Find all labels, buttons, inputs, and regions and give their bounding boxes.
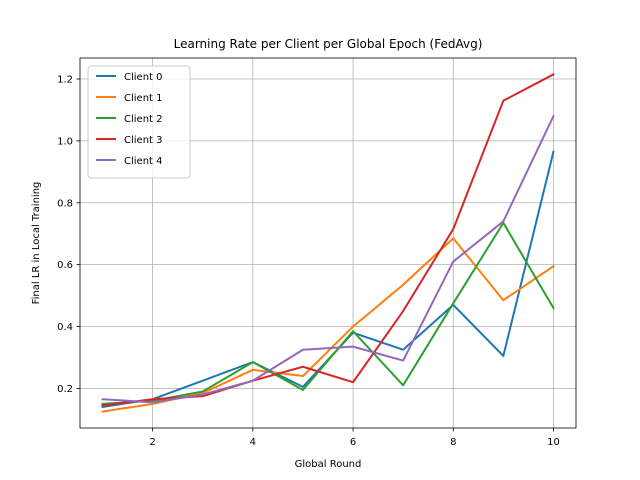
x-tick-label: 8 [450,437,456,448]
legend-label: Client 4 [124,156,163,167]
legend-label: Client 0 [124,72,163,83]
legend-label: Client 2 [124,114,163,125]
x-axis-ticks: 2 4 6 8 10 [149,428,560,448]
legend-label: Client 1 [124,93,163,104]
series-line-client-2 [101,221,555,405]
x-tick-label: 4 [250,437,256,448]
x-tick-label: 2 [149,437,155,448]
legend-label: Client 3 [124,135,163,146]
y-tick-label: 0.6 [57,260,73,271]
y-tick-label: 1.0 [57,136,73,147]
legend: Client 0 Client 1 Client 2 Client 3 Client 4 [87,65,191,179]
plot-frame [79,57,577,429]
y-tick-label: 0.8 [57,198,73,209]
y-tick-label: 0.2 [57,384,73,395]
chart-title: Learning Rate per Client per Global Epoc… [174,37,483,51]
x-axis-label: Global Round [295,459,362,470]
x-tick-label: 10 [547,437,560,448]
series-line-client-4 [101,114,555,404]
y-axis-ticks: 0.2 0.4 0.6 0.8 1.0 1.2 [57,75,80,395]
y-tick-label: 1.2 [57,75,73,86]
grid [80,58,576,428]
series-lines [101,73,555,413]
y-axis-label: Final LR in Local Training [31,182,42,305]
legend-box [87,65,191,179]
y-tick-label: 0.4 [57,322,73,333]
x-tick-label: 6 [350,437,356,448]
